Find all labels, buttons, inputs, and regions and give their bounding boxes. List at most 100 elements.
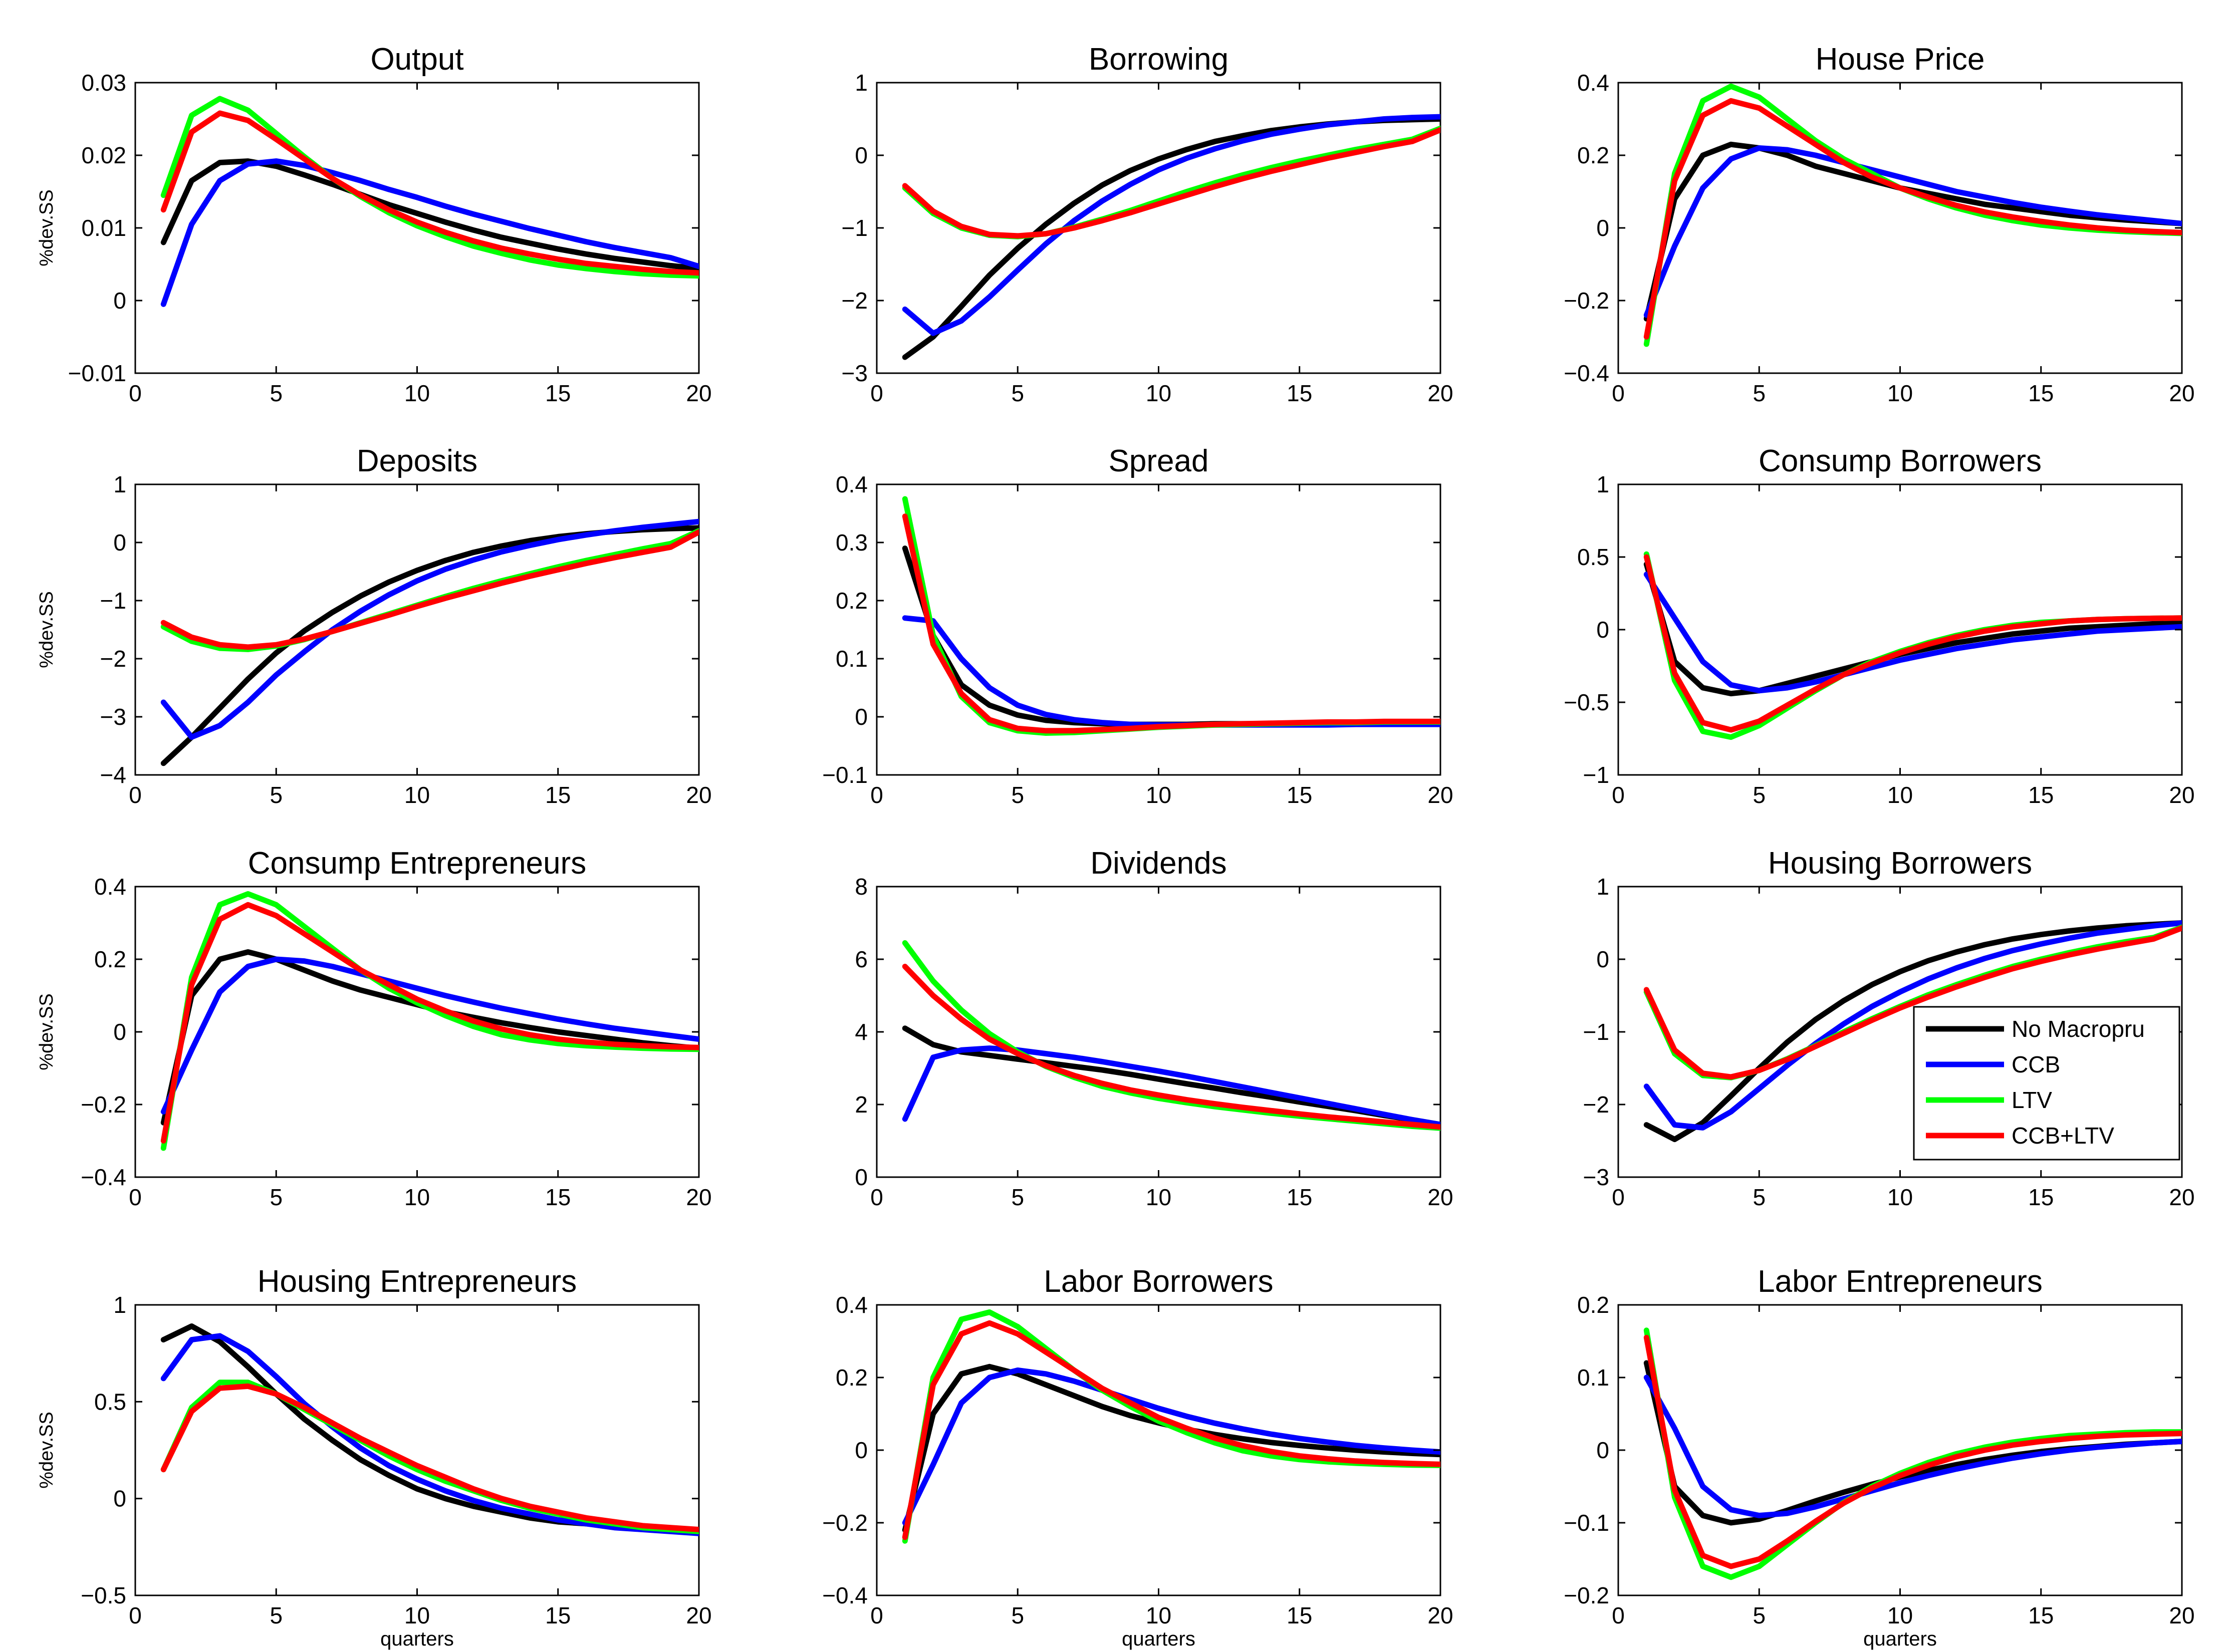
y-tick-label: 0.1 bbox=[1577, 1364, 1609, 1391]
series-line-ccb bbox=[160, 518, 699, 740]
panel-dividends: 0 5 10 15 20 0 2 4 6 8 Dividends bbox=[855, 846, 1453, 1210]
panel-consump-entrepreneurs: 0 5 10 15 20 −0.4 −0.2 0 0.2 0.4 Consump Entrepren… bbox=[36, 846, 712, 1210]
series-line-ccb bbox=[902, 1367, 1440, 1526]
x-tick-label: 10 bbox=[404, 1602, 430, 1628]
y-tick-label: −3 bbox=[100, 704, 126, 730]
y-tick-label: −2 bbox=[1583, 1091, 1609, 1118]
y-axis-label: %dev.SS bbox=[36, 993, 57, 1070]
y-tick-label: −4 bbox=[100, 762, 126, 788]
y-tick-label: 0.01 bbox=[81, 215, 126, 241]
y-tick-label: 0.4 bbox=[94, 874, 126, 900]
series-group bbox=[160, 96, 699, 307]
x-tick-label: 20 bbox=[686, 1602, 711, 1628]
y-tick-label: 0.2 bbox=[1577, 142, 1609, 168]
x-tick-label: 5 bbox=[270, 1184, 283, 1210]
x-tick-label: 5 bbox=[1011, 1184, 1024, 1210]
series-line-ccb-plus-ltv bbox=[160, 902, 699, 1144]
x-tick-label: 10 bbox=[1887, 380, 1913, 406]
legend-label: CCB bbox=[2012, 1051, 2060, 1077]
x-tick-label: 0 bbox=[129, 782, 142, 808]
y-tick-label: 0.4 bbox=[836, 1292, 868, 1318]
y-tick-label: −2 bbox=[842, 288, 868, 314]
panel-labor-borrowers: 0 5 10 15 20 −0.4 −0.2 0 0.2 0.4 Labor Borrowers qu… bbox=[822, 1264, 1453, 1650]
x-tick-label: 5 bbox=[1011, 1602, 1024, 1628]
series-group bbox=[160, 891, 699, 1151]
x-tick-label: 15 bbox=[2028, 782, 2054, 808]
y-tick-label: −0.01 bbox=[68, 360, 126, 386]
series-line-ccb-plus-ltv bbox=[902, 127, 1440, 239]
y-tick-label: −0.1 bbox=[1564, 1510, 1609, 1536]
y-tick-label: 0.2 bbox=[94, 946, 126, 972]
x-tick-label: 20 bbox=[2169, 782, 2194, 808]
y-tick-label: −0.2 bbox=[81, 1091, 126, 1118]
panel-title: House Price bbox=[1816, 42, 1985, 77]
series-line-ccb bbox=[1643, 145, 2182, 318]
series-line-ccb bbox=[1643, 920, 2182, 1131]
x-tick-label: 15 bbox=[1287, 1602, 1312, 1628]
panel-title: Borrowing bbox=[1089, 42, 1228, 77]
y-tick-label: 0.2 bbox=[836, 1364, 868, 1391]
panel-consump-borrowers: 0 5 10 15 20 −1 −0.5 0 0.5 1 Consump Borrowers bbox=[1564, 444, 2194, 808]
series-line-no-macropru bbox=[1643, 920, 2182, 1143]
x-tick-label: 0 bbox=[1612, 1602, 1625, 1628]
y-tick-label: 0.2 bbox=[836, 588, 868, 614]
series-line-ccb-plus-ltv bbox=[160, 110, 699, 276]
y-tick-label: 2 bbox=[855, 1091, 868, 1118]
legend-label: LTV bbox=[2012, 1087, 2052, 1113]
series-group bbox=[902, 496, 1440, 736]
series-line-ccb-plus-ltv bbox=[902, 513, 1440, 734]
x-axis-label: quarters bbox=[1863, 1628, 1937, 1650]
series-line-ccb-plus-ltv bbox=[1643, 1334, 2182, 1569]
x-tick-label: 15 bbox=[545, 380, 571, 406]
series-group bbox=[160, 1323, 699, 1536]
x-tick-label: 5 bbox=[270, 782, 283, 808]
y-tick-label: 1 bbox=[113, 471, 126, 497]
x-tick-label: 5 bbox=[270, 380, 283, 406]
y-tick-label: −0.2 bbox=[822, 1510, 868, 1536]
y-tick-label: 0.1 bbox=[836, 646, 868, 672]
x-tick-label: 20 bbox=[2169, 380, 2194, 406]
y-tick-label: 0 bbox=[113, 1486, 126, 1512]
x-tick-label: 10 bbox=[1146, 380, 1171, 406]
x-tick-label: 15 bbox=[2028, 1602, 2054, 1628]
y-tick-label: 0 bbox=[855, 142, 868, 168]
x-tick-label: 20 bbox=[1427, 1184, 1453, 1210]
panel-title: Consump Borrowers bbox=[1759, 444, 2042, 478]
series-line-ccb-plus-ltv bbox=[1643, 554, 2182, 733]
series-line-ccb-plus-ltv bbox=[160, 1383, 699, 1532]
y-tick-label: −1 bbox=[1583, 1019, 1609, 1045]
x-tick-label: 10 bbox=[1887, 782, 1913, 808]
x-tick-label: 20 bbox=[1427, 380, 1453, 406]
y-tick-label: 1 bbox=[1596, 874, 1609, 900]
y-tick-label: 8 bbox=[855, 874, 868, 900]
y-tick-label: −0.5 bbox=[1564, 689, 1609, 715]
x-tick-label: 5 bbox=[1753, 380, 1766, 406]
y-tick-label: 0.02 bbox=[81, 142, 126, 168]
x-tick-label: 10 bbox=[1146, 1602, 1171, 1628]
legend: No Macropru CCB LTV CCB+LTV bbox=[1913, 1006, 2180, 1161]
y-tick-label: −1 bbox=[1583, 762, 1609, 788]
panel-borrowing: 0 5 10 15 20 −3 −2 −1 0 1 Borrowing bbox=[842, 42, 1453, 406]
y-tick-label: 1 bbox=[1596, 471, 1609, 497]
legend-entry-no-macropru: No Macropru bbox=[1926, 1016, 2145, 1042]
y-tick-label: 0.4 bbox=[836, 471, 868, 497]
y-tick-label: −3 bbox=[1583, 1164, 1609, 1190]
y-tick-label: 0 bbox=[1596, 946, 1609, 972]
series-line-ccb-plus-ltv bbox=[160, 529, 699, 650]
x-tick-label: 0 bbox=[870, 380, 883, 406]
y-tick-label: −2 bbox=[100, 646, 126, 672]
x-tick-label: 10 bbox=[1887, 1602, 1913, 1628]
x-tick-label: 15 bbox=[2028, 380, 2054, 406]
y-tick-label: 0 bbox=[855, 1164, 868, 1190]
series-line-ccb bbox=[160, 1333, 699, 1536]
x-axis-label: quarters bbox=[380, 1628, 454, 1650]
panel-title: Dividends bbox=[1090, 846, 1226, 881]
x-tick-label: 10 bbox=[1146, 782, 1171, 808]
y-tick-label: 0 bbox=[855, 704, 868, 730]
series-line-ccb-plus-ltv bbox=[902, 1320, 1440, 1540]
series-line-ccb-plus-ltv bbox=[1643, 98, 2182, 340]
legend-entry-ltv: LTV bbox=[1926, 1087, 2052, 1113]
y-tick-label: 0.5 bbox=[94, 1389, 126, 1415]
